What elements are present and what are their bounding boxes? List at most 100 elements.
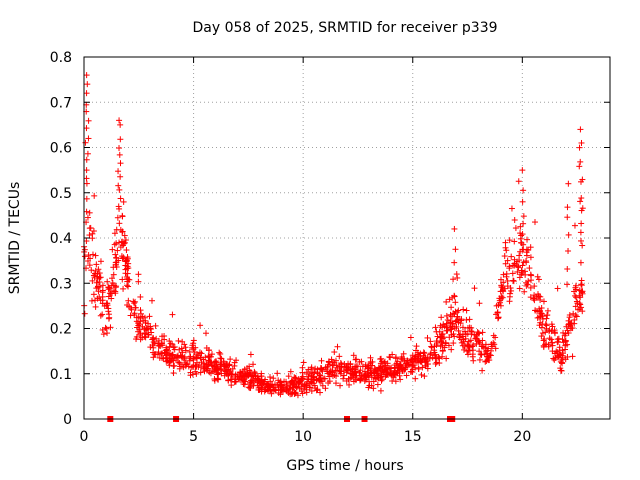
data-point xyxy=(83,72,90,79)
data-point xyxy=(579,242,586,249)
data-point xyxy=(217,366,224,373)
data-point xyxy=(455,307,462,314)
data-point xyxy=(163,352,170,359)
data-point xyxy=(531,292,538,299)
data-point xyxy=(471,285,478,292)
data-point xyxy=(201,363,208,370)
data-point xyxy=(531,219,538,226)
data-point xyxy=(465,351,472,358)
data-point xyxy=(190,346,197,353)
data-point xyxy=(392,378,399,385)
data-point xyxy=(189,344,196,351)
data-point xyxy=(572,312,579,319)
data-point xyxy=(111,230,118,237)
data-point xyxy=(502,239,509,246)
data-point xyxy=(403,360,410,367)
data-point xyxy=(421,373,428,380)
data-point xyxy=(571,320,578,327)
data-point xyxy=(476,300,483,307)
data-point xyxy=(250,361,257,368)
data-point xyxy=(85,135,92,142)
data-point xyxy=(81,253,88,260)
data-point xyxy=(318,378,325,385)
data-point xyxy=(149,297,156,304)
data-point xyxy=(83,180,90,187)
data-point xyxy=(343,364,350,371)
data-point xyxy=(86,262,93,269)
data-point xyxy=(565,180,572,187)
data-point xyxy=(121,232,128,239)
data-point xyxy=(365,384,372,391)
data-point xyxy=(548,336,555,343)
data-point xyxy=(117,195,124,202)
data-point xyxy=(332,380,339,387)
data-point xyxy=(323,366,330,373)
y-tick-label: 0.4 xyxy=(50,231,72,247)
data-point xyxy=(123,282,130,289)
data-point xyxy=(228,376,235,383)
data-point xyxy=(113,263,120,270)
data-point xyxy=(334,343,341,350)
data-point xyxy=(512,225,519,232)
data-point xyxy=(511,238,518,245)
data-point xyxy=(88,297,95,304)
data-point xyxy=(519,167,526,174)
data-point xyxy=(452,299,459,306)
data-point xyxy=(379,363,386,370)
data-point xyxy=(190,337,197,344)
data-point xyxy=(398,355,405,362)
data-point xyxy=(438,314,445,321)
data-point xyxy=(285,389,292,396)
data-point xyxy=(514,263,521,270)
data-point xyxy=(403,372,410,379)
data-point xyxy=(283,378,290,385)
data-points xyxy=(81,72,586,399)
data-point xyxy=(317,389,324,396)
data-point xyxy=(97,274,104,281)
data-point xyxy=(503,247,510,254)
data-point xyxy=(555,335,562,342)
data-point xyxy=(504,277,511,284)
data-point xyxy=(519,198,526,205)
data-point xyxy=(197,322,204,329)
data-point xyxy=(223,360,230,367)
data-point xyxy=(203,345,210,352)
data-point xyxy=(216,349,223,356)
data-point xyxy=(93,285,100,292)
data-point xyxy=(185,363,192,370)
data-point xyxy=(573,313,580,320)
data-point xyxy=(520,259,527,266)
data-point xyxy=(232,378,239,385)
data-point xyxy=(109,275,116,282)
data-point xyxy=(123,247,130,254)
data-point xyxy=(340,375,347,382)
data-point xyxy=(99,326,106,333)
data-point xyxy=(285,373,292,380)
data-point xyxy=(415,365,422,372)
data-point xyxy=(457,331,464,338)
data-point xyxy=(548,339,555,346)
data-point xyxy=(511,217,518,224)
data-point xyxy=(527,254,534,261)
data-point xyxy=(205,353,212,360)
data-point xyxy=(543,341,550,348)
data-point xyxy=(495,314,502,321)
data-point xyxy=(83,167,90,174)
data-point xyxy=(534,308,541,315)
data-point xyxy=(504,283,511,290)
x-tick-label: 10 xyxy=(294,429,312,445)
data-point xyxy=(92,267,99,274)
data-point xyxy=(111,241,118,248)
data-point xyxy=(331,349,338,356)
data-point xyxy=(89,230,96,237)
data-point xyxy=(308,388,315,395)
data-point xyxy=(176,346,183,353)
data-point xyxy=(186,357,193,364)
data-point xyxy=(520,213,527,220)
data-point xyxy=(509,262,516,269)
data-point xyxy=(142,319,149,326)
data-point xyxy=(551,329,558,336)
data-point xyxy=(467,337,474,344)
data-point xyxy=(314,369,321,376)
data-point xyxy=(384,360,391,367)
